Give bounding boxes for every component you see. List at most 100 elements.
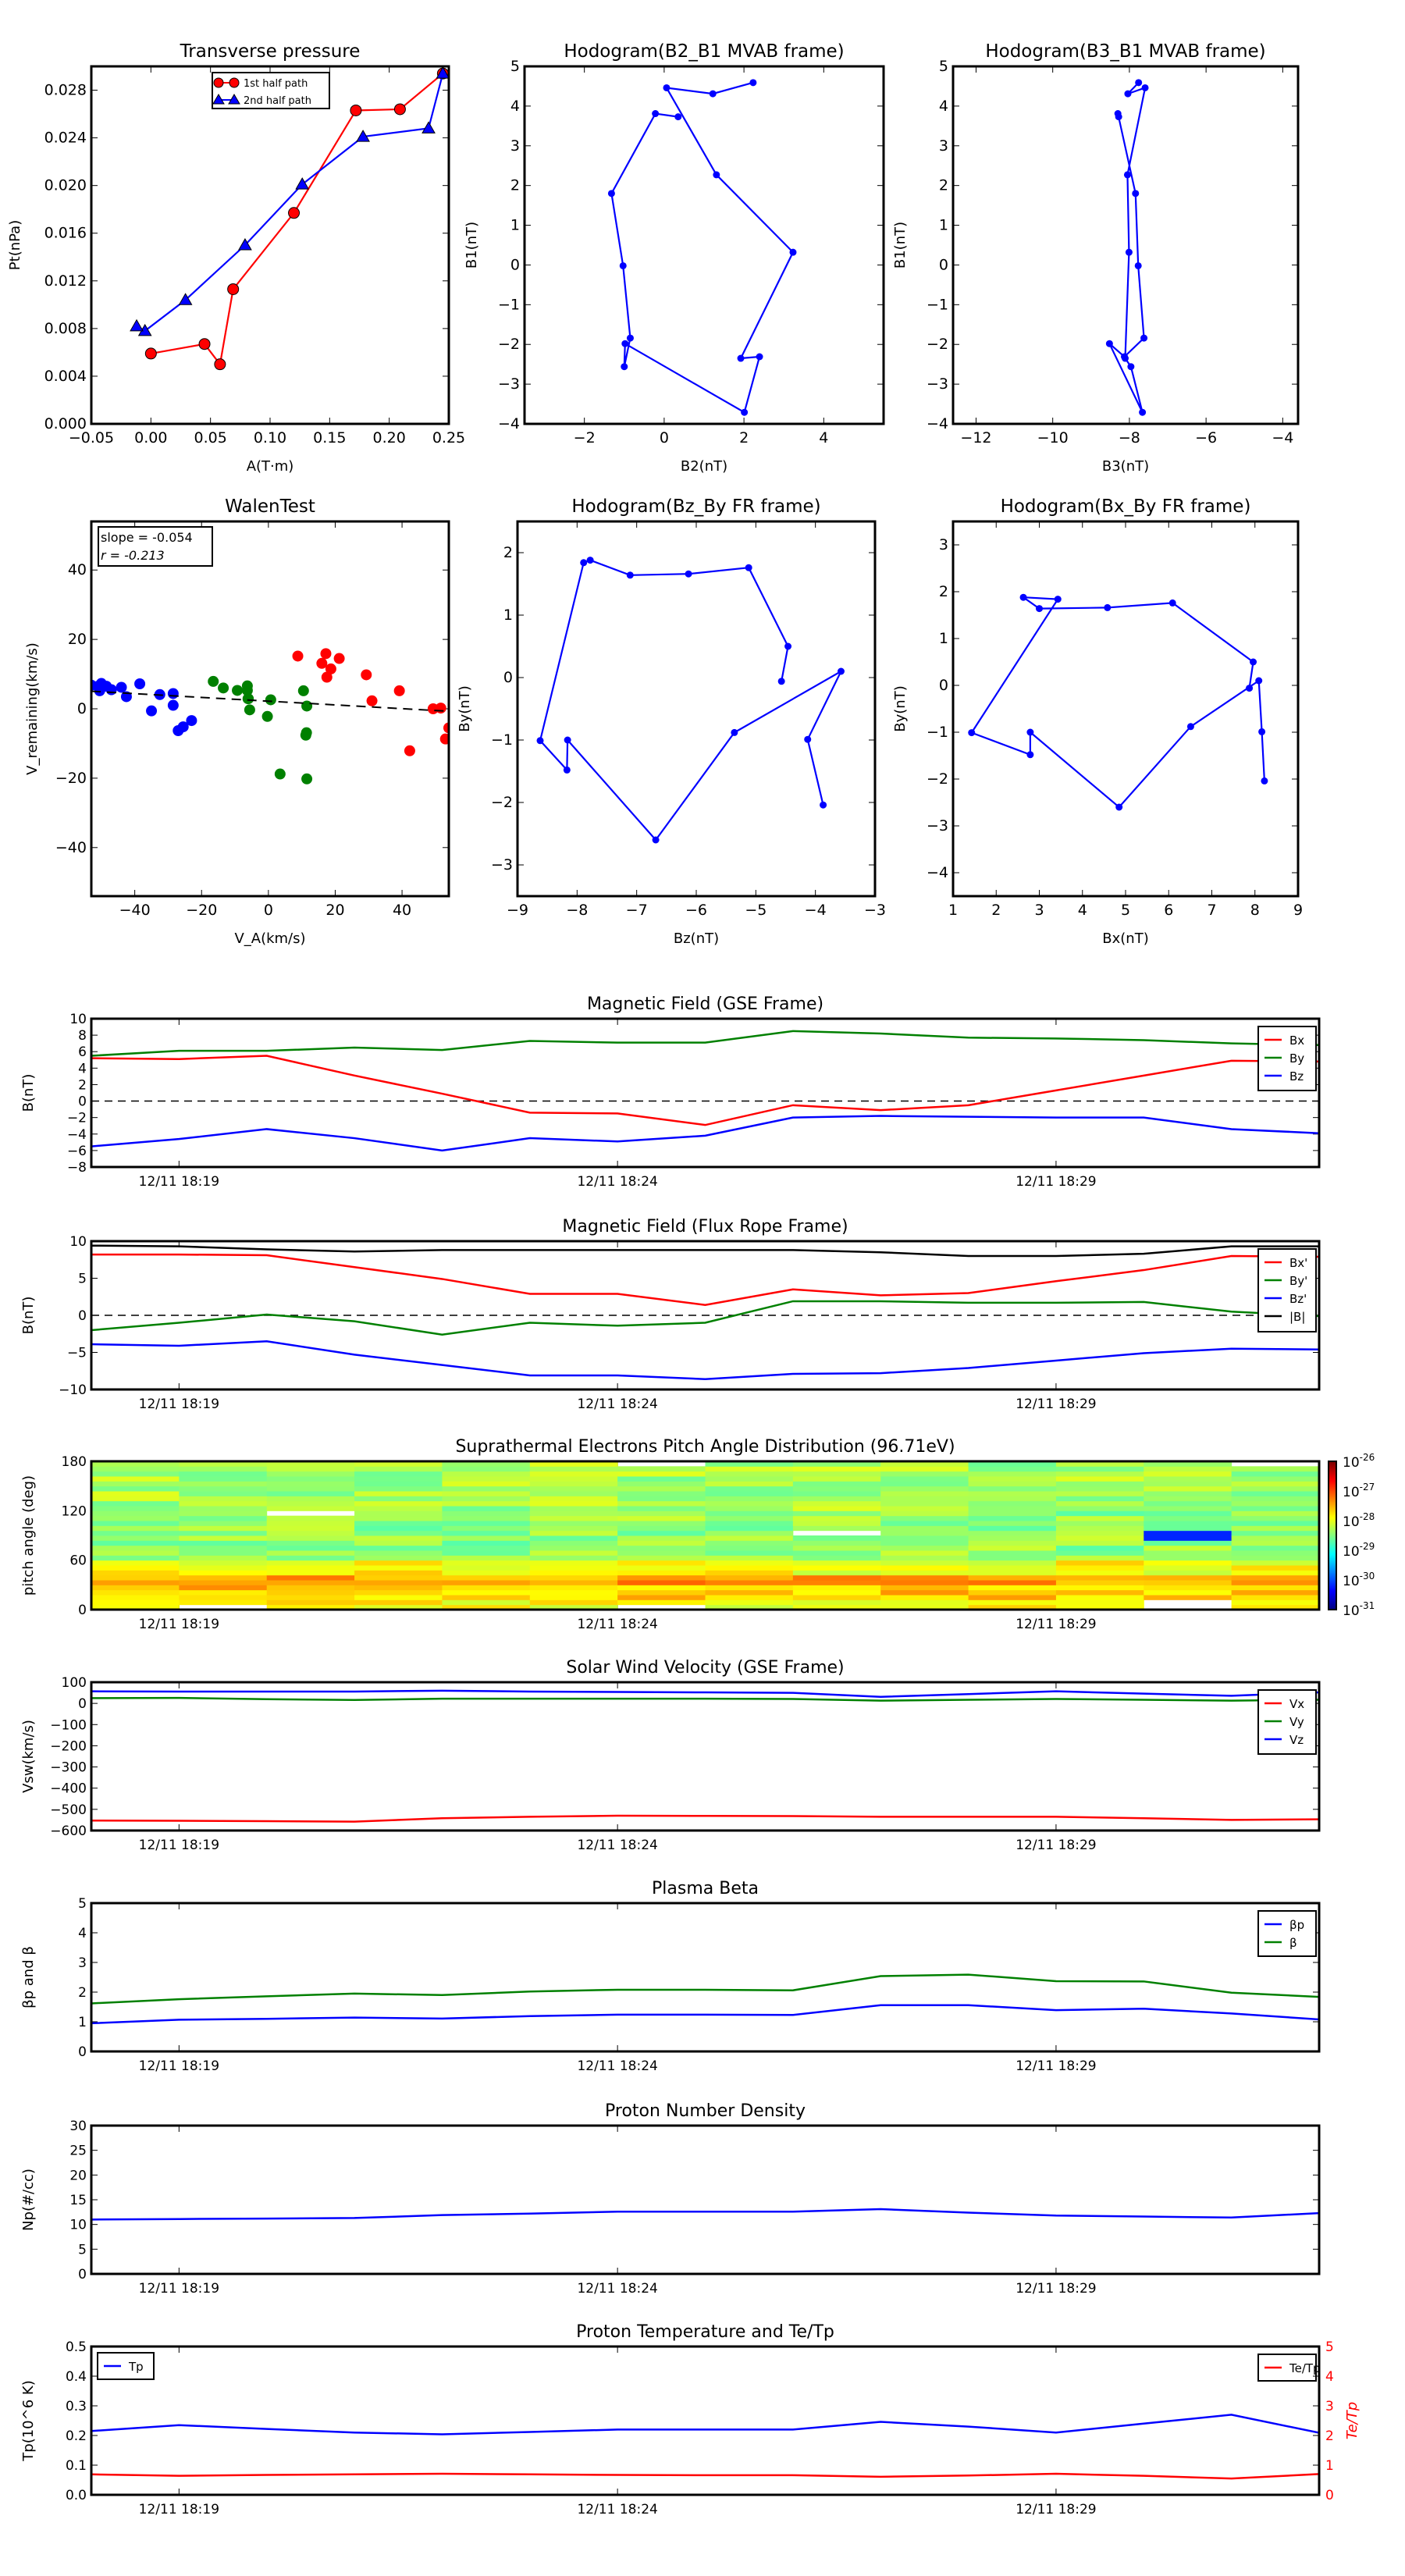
- y-tick-label: 0: [510, 256, 520, 273]
- heatmap-cell: [705, 1545, 794, 1551]
- heatmap-cell: [91, 1570, 180, 1576]
- heatmap-cell: [529, 1585, 618, 1591]
- scatter-point-0: [134, 678, 146, 689]
- chart-title: Suprathermal Electrons Pitch Angle Distr…: [455, 1437, 955, 1457]
- heatmap-cell: [792, 1525, 881, 1532]
- y-axis-label: βp and β: [20, 1946, 37, 2008]
- data-point: [198, 338, 211, 350]
- heatmap-cell: [1231, 1540, 1320, 1546]
- heatmap-cell: [1055, 1570, 1144, 1576]
- heatmap-cell: [442, 1500, 531, 1507]
- data-point: [1132, 190, 1140, 197]
- y-tick-label: 2: [939, 583, 948, 600]
- heatmap-cell: [880, 1574, 969, 1581]
- heatmap-cell: [880, 1525, 969, 1532]
- heatmap-cell: [968, 1589, 1057, 1596]
- y-tick-label: −1: [927, 724, 948, 741]
- heatmap-cell: [880, 1510, 969, 1517]
- data-point: [564, 736, 571, 744]
- heatmap-cell: [529, 1545, 618, 1551]
- data-point: [295, 177, 310, 190]
- data-point: [422, 121, 436, 133]
- x-tick-label: 8: [1250, 902, 1260, 919]
- colorbar-segment: [1329, 1577, 1336, 1579]
- plot-frame: [90, 65, 450, 425]
- y-tick-label: 0.016: [44, 225, 87, 242]
- colorbar-segment: [1329, 1478, 1336, 1482]
- data-point: [1115, 113, 1122, 121]
- heatmap-cell: [617, 1466, 706, 1472]
- heatmap-cell: [1231, 1466, 1320, 1472]
- heatmap-cell: [266, 1466, 355, 1472]
- chart-title: Hodogram(B3_B1 MVAB frame): [985, 41, 1265, 62]
- heatmap-cell: [1231, 1565, 1320, 1571]
- y-tick-label: 20: [68, 631, 87, 648]
- y-tick-label: 100: [62, 1675, 87, 1691]
- y-tick-label: −4: [927, 415, 948, 432]
- data-point: [130, 318, 144, 332]
- heatmap-cell: [792, 1500, 881, 1507]
- heatmap-cell: [968, 1485, 1057, 1492]
- colorbar-segment: [1329, 1461, 1336, 1464]
- x-tick-label: 12/11 18:24: [577, 1838, 657, 1853]
- series-line-TeTp: [91, 2472, 1319, 2480]
- x-tick-label: 12/11 18:19: [139, 1397, 219, 1412]
- colorbar-tick-label: 10-29: [1343, 1541, 1375, 1560]
- colorbar-segment: [1329, 1554, 1336, 1557]
- heatmap-cell: [968, 1515, 1057, 1521]
- heatmap-cell: [529, 1506, 618, 1511]
- scatter-point-2: [443, 722, 449, 734]
- legend-label: By': [1289, 1274, 1307, 1288]
- y-tick-label: −2: [927, 770, 948, 788]
- y-tick-label: 0: [78, 1696, 87, 1712]
- series-line-Vz: [91, 1689, 1319, 1698]
- heatmap-cell: [266, 1565, 355, 1571]
- colorbar-segment: [1329, 1504, 1336, 1507]
- heatmap-cell: [968, 1535, 1057, 1541]
- data-point: [536, 737, 544, 745]
- heatmap-cell: [529, 1565, 618, 1571]
- colorbar-segment: [1329, 1541, 1336, 1543]
- y-axis-label: B(nT): [20, 1297, 37, 1335]
- heatmap-cell: [91, 1595, 180, 1600]
- heatmap-cell: [179, 1555, 268, 1561]
- heatmap-cell: [1231, 1485, 1320, 1492]
- heatmap-cell: [792, 1589, 881, 1596]
- colorbar-tick-label: 10-31: [1343, 1600, 1375, 1619]
- data-point: [586, 557, 594, 564]
- y-tick-label: 5: [78, 1272, 87, 1287]
- colorbar-segment: [1329, 1571, 1336, 1573]
- chart-bgse: Magnetic Field (GSE Frame) 12/11 18:19 12/…: [20, 994, 1321, 1190]
- heatmap-cell: [1055, 1530, 1144, 1536]
- colorbar-segment: [1329, 1521, 1336, 1523]
- data-point: [652, 836, 660, 844]
- heatmap-cell: [442, 1525, 531, 1532]
- y-tick-label: 1: [503, 607, 513, 624]
- heatmap-cell: [705, 1585, 794, 1591]
- y-tick-label: −4: [498, 415, 520, 432]
- heatmap-cell: [880, 1515, 969, 1521]
- plot-frame: [90, 520, 450, 898]
- y-tick-label: 4: [78, 1061, 87, 1076]
- heatmap-cell: [179, 1574, 268, 1581]
- data-point: [674, 113, 682, 121]
- colorbar-segment: [1329, 1465, 1336, 1468]
- heatmap-cell: [529, 1604, 618, 1610]
- heatmap-cell: [880, 1466, 969, 1472]
- heatmap-cell: [354, 1574, 443, 1581]
- heatmap-cell: [617, 1589, 706, 1596]
- heatmap-cell: [91, 1580, 180, 1585]
- legend-label: 1st half path: [244, 78, 308, 90]
- heatmap-cell: [880, 1565, 969, 1571]
- colorbar-segment: [1329, 1506, 1336, 1508]
- x-tick-label: 12/11 18:24: [577, 1617, 657, 1632]
- heatmap-cell: [179, 1599, 268, 1606]
- heatmap-cell: [792, 1471, 881, 1477]
- heatmap-cell: [1055, 1476, 1144, 1482]
- heatmap-cell: [1144, 1589, 1232, 1596]
- heatmap-cell: [968, 1555, 1057, 1561]
- heatmap-cell: [1144, 1491, 1232, 1496]
- colorbar-segment: [1329, 1496, 1336, 1499]
- heatmap-cell: [442, 1496, 531, 1502]
- heatmap-cell: [705, 1481, 794, 1487]
